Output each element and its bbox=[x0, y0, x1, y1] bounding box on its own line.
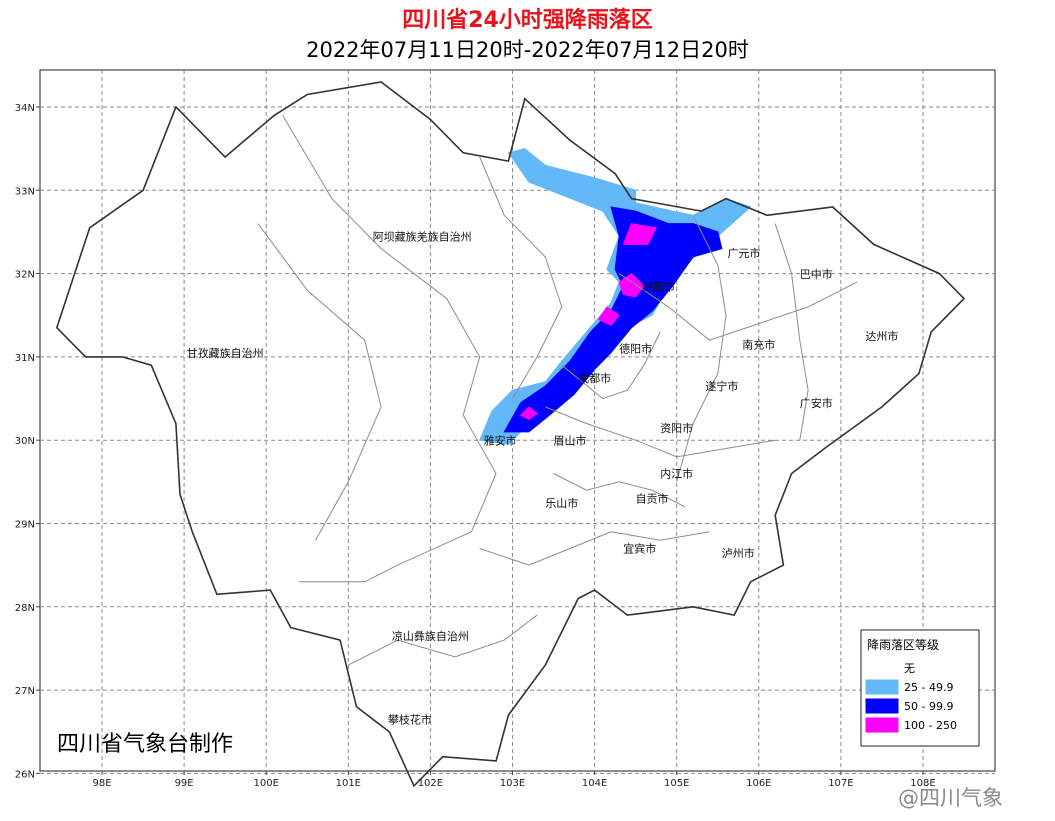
longitude-tick-label: 107E bbox=[828, 778, 853, 789]
latitude-tick-label: 32N bbox=[15, 270, 35, 281]
district-border bbox=[676, 215, 727, 482]
legend-swatch bbox=[865, 679, 899, 695]
district-border bbox=[561, 331, 661, 400]
producer-credit: 四川省气象台制作 bbox=[57, 732, 234, 757]
district-borders bbox=[257, 115, 858, 666]
legend-label: 无 bbox=[904, 662, 915, 675]
legend-swatch bbox=[865, 717, 899, 733]
legend-swatch bbox=[865, 698, 899, 714]
latitude-tick-label: 31N bbox=[15, 353, 35, 364]
city-label: 广安市 bbox=[800, 396, 833, 410]
latitude-tick-label: 28N bbox=[15, 603, 35, 614]
longitude-tick-label: 99E bbox=[175, 778, 194, 789]
city-label: 自贡市 bbox=[636, 492, 669, 506]
legend-label: 50 - 99.9 bbox=[904, 700, 953, 713]
legend-items: 无 25 - 49.9 50 - 99.9 100 - 250 bbox=[865, 660, 957, 733]
longitude-tick-label: 106E bbox=[746, 778, 771, 789]
city-label: 眉山市 bbox=[553, 433, 586, 447]
latitude-tick-label: 34N bbox=[15, 103, 35, 114]
rain-bands bbox=[478, 148, 752, 445]
latitude-tick-label: 26N bbox=[15, 769, 35, 780]
latitude-tick-label: 33N bbox=[15, 186, 35, 197]
city-label: 甘孜藏族自治州 bbox=[187, 346, 264, 360]
legend-label: 25 - 49.9 bbox=[904, 681, 953, 694]
rain-band-polygon bbox=[597, 306, 620, 326]
legend-label: 100 - 250 bbox=[904, 719, 957, 732]
legend: 降雨落区等级 无 25 - 49.9 50 - 99.9 100 - 250 bbox=[860, 629, 980, 747]
longitude-labels: 98E 99E 100E 101E 102E 103E 104E 105E 106E 107E 10… bbox=[92, 771, 936, 789]
city-label: 阿坝藏族羌族自治州 bbox=[373, 229, 472, 243]
city-label: 南充市 bbox=[742, 338, 775, 352]
longitude-tick-label: 103E bbox=[500, 778, 525, 789]
rain-band-polygon bbox=[618, 272, 645, 298]
district-border bbox=[348, 614, 538, 666]
city-label: 成都市 bbox=[578, 371, 611, 385]
longitude-tick-label: 102E bbox=[418, 778, 443, 789]
longitude-tick-label: 101E bbox=[336, 778, 361, 789]
city-label: 资阳市 bbox=[660, 421, 693, 435]
city-label: 内江市 bbox=[660, 467, 693, 481]
watermark-text: @四川气象 bbox=[898, 786, 1003, 810]
city-label: 乐山市 bbox=[545, 496, 578, 510]
city-label: 绵阳市 bbox=[642, 279, 675, 293]
district-border bbox=[618, 273, 858, 341]
graticule bbox=[40, 70, 995, 774]
rain-band-polygon bbox=[622, 223, 657, 245]
longitude-tick-label: 108E bbox=[910, 778, 935, 789]
latitude-tick-label: 30N bbox=[15, 436, 35, 447]
district-border bbox=[545, 406, 776, 458]
city-label: 雅安市 bbox=[484, 433, 517, 447]
rain-band-polygon bbox=[519, 406, 538, 420]
latitude-labels: 34N 33N 32N 31N 30N 29N 28N 27N 26N bbox=[15, 103, 40, 780]
sichuan-boundary bbox=[55, 81, 966, 788]
city-label: 宜宾市 bbox=[623, 542, 656, 556]
legend-title: 降雨落区等级 bbox=[867, 638, 939, 652]
legend-swatch bbox=[865, 660, 899, 676]
latitude-tick-label: 27N bbox=[15, 686, 35, 697]
district-border bbox=[282, 115, 497, 583]
district-border bbox=[479, 531, 710, 566]
province-outline bbox=[55, 81, 966, 788]
longitude-tick-label: 100E bbox=[253, 778, 278, 789]
city-label: 广元市 bbox=[728, 246, 761, 260]
longitude-tick-label: 98E bbox=[92, 778, 111, 789]
city-label: 德阳市 bbox=[619, 342, 652, 356]
city-label: 攀枝花市 bbox=[388, 712, 432, 726]
city-label: 泸州市 bbox=[722, 546, 755, 560]
map-title: 四川省24小时强降雨落区 bbox=[402, 8, 653, 33]
latitude-tick-label: 29N bbox=[15, 520, 35, 531]
district-border bbox=[553, 473, 686, 508]
district-border bbox=[257, 223, 382, 541]
longitude-tick-label: 105E bbox=[664, 778, 689, 789]
district-border bbox=[479, 156, 563, 399]
longitude-tick-label: 104E bbox=[582, 778, 607, 789]
city-label: 达州市 bbox=[865, 329, 898, 343]
city-label: 遂宁市 bbox=[705, 379, 738, 393]
map-subtitle: 2022年07月11日20时-2022年07月12日20时 bbox=[306, 38, 749, 62]
city-label: 凉山彝族自治州 bbox=[392, 629, 469, 643]
district-border bbox=[774, 223, 809, 441]
city-label: 巴中市 bbox=[800, 267, 833, 281]
